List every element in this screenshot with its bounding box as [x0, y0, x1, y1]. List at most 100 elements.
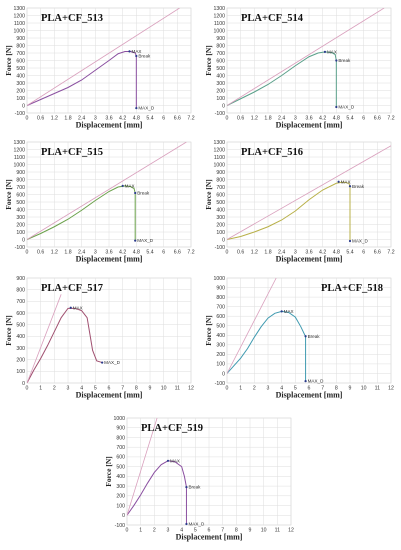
y-axis-label: Force [N]	[4, 179, 13, 209]
y-tick-label: 600	[216, 314, 225, 320]
y-tick-label: 0	[122, 513, 125, 519]
y-tick-label: 900	[16, 36, 25, 42]
y-tick-label: 600	[16, 192, 25, 198]
x-tick-label: 11	[275, 528, 280, 534]
chart-title: PLA+CF_516	[241, 147, 303, 158]
y-tick-label: 300	[216, 81, 225, 87]
x-tick-label: 4	[280, 386, 283, 392]
y-tick-label: 0	[222, 237, 225, 243]
chart-panel: -100010020030040050060070080090010001100…	[4, 6, 195, 130]
x-tick-label: 1.8	[64, 250, 71, 256]
y-tick-label: 600	[16, 58, 25, 64]
x-tick-label: 1.8	[264, 116, 271, 122]
y-tick-label: 1300	[213, 6, 225, 12]
chart-title: PLA+CF_519	[141, 423, 203, 434]
y-tick-label: -100	[15, 111, 25, 117]
annotation-label: Break	[352, 184, 365, 189]
x-tick-label: 4	[80, 386, 83, 392]
annotation-label: Break	[137, 191, 150, 196]
y-tick-label: 400	[16, 73, 25, 79]
y-tick-label: 200	[116, 494, 125, 500]
x-tick-label: 0.6	[37, 250, 44, 256]
annotation-label: MAX_D	[352, 239, 369, 244]
x-tick-label: 7.2	[187, 250, 194, 256]
y-tick-label: 800	[16, 287, 25, 293]
x-tick-label: 0	[226, 116, 229, 122]
x-tick-label: 7.2	[387, 116, 394, 122]
x-tick-label: 5.4	[146, 250, 153, 256]
y-axis-label: Force [N]	[204, 45, 213, 75]
annotation-marker	[134, 239, 137, 242]
x-axis-label: Displacement [mm]	[76, 255, 143, 264]
y-tick-label: 300	[16, 215, 25, 221]
y-tick-label: 700	[16, 299, 25, 305]
x-axis-label: Displacement [mm]	[276, 255, 343, 264]
y-tick-label: 1100	[214, 155, 225, 161]
annotation-label: MAX_D	[338, 105, 355, 110]
y-tick-label: 1200	[13, 13, 25, 19]
x-tick-label: 10	[161, 386, 167, 392]
x-tick-label: 8	[135, 386, 138, 392]
x-tick-label: 4.2	[319, 250, 326, 256]
x-tick-label: 3	[294, 250, 297, 256]
reference-line	[227, 145, 391, 240]
x-tick-label: 2.4	[78, 116, 85, 122]
y-tick-label: 700	[116, 445, 125, 451]
x-tick-label: 1.2	[51, 116, 58, 122]
x-tick-label: 1.2	[251, 116, 258, 122]
annotation-marker	[166, 459, 170, 462]
x-tick-label: 6	[208, 528, 211, 534]
chart-title: PLA+CF_515	[41, 147, 103, 158]
y-tick-label: 800	[216, 177, 225, 183]
x-tick-label: 0.6	[237, 250, 244, 256]
annotation-marker	[135, 54, 138, 58]
y-tick-label: 1000	[13, 162, 25, 168]
x-tick-label: 9	[249, 528, 252, 534]
force-curve	[227, 310, 307, 382]
x-tick-label: 5.4	[146, 116, 153, 122]
x-tick-label: 4.8	[333, 250, 340, 256]
y-tick-label: 600	[16, 311, 25, 317]
y-tick-label: 1200	[13, 147, 25, 153]
x-tick-label: 8	[335, 386, 338, 392]
y-tick-label: -100	[215, 111, 225, 117]
y-tick-label: 100	[216, 96, 225, 102]
x-tick-label: 3.6	[105, 250, 112, 256]
x-tick-label: 1.2	[51, 250, 58, 256]
y-tick-label: 1000	[213, 28, 225, 34]
x-axis-label: Displacement [mm]	[76, 121, 143, 130]
annotation-marker	[348, 239, 352, 243]
x-axis-label: Displacement [mm]	[76, 391, 143, 400]
x-tick-label: 3.6	[105, 116, 112, 122]
y-tick-label: 400	[216, 207, 225, 213]
y-tick-label: 400	[116, 474, 125, 480]
annotation-marker	[335, 59, 338, 62]
annotation-marker	[348, 185, 352, 188]
x-axis-label: Displacement [mm]	[276, 391, 343, 400]
y-axis-label: Force [N]	[204, 179, 213, 209]
x-tick-label: 1	[139, 528, 142, 534]
reference-line	[27, 142, 187, 240]
y-tick-label: 0	[22, 237, 25, 243]
y-tick-label: 400	[216, 333, 225, 339]
annotation-marker	[185, 522, 188, 526]
x-tick-label: 3.6	[305, 116, 312, 122]
x-tick-label: 0	[26, 250, 29, 256]
y-tick-label: 500	[16, 200, 25, 206]
y-tick-label: 100	[16, 96, 25, 102]
chart-panel: -100010020030040050060070080090010001100…	[204, 6, 395, 130]
y-tick-label: 900	[116, 426, 125, 432]
x-tick-label: 0.6	[237, 116, 244, 122]
y-tick-label: 200	[16, 88, 25, 94]
y-tick-label: 300	[16, 346, 25, 352]
y-tick-label: 600	[216, 58, 225, 64]
y-tick-label: 800	[216, 295, 225, 301]
x-tick-label: 6.6	[374, 250, 381, 256]
annotation-label: MAX	[284, 309, 294, 314]
chart-panel: -100010020030040050060070080090010001100…	[4, 140, 195, 264]
x-axis-label: Displacement [mm]	[176, 533, 243, 542]
y-tick-label: 900	[16, 170, 25, 176]
y-tick-label: 900	[216, 36, 225, 42]
x-tick-label: 0	[226, 250, 229, 256]
